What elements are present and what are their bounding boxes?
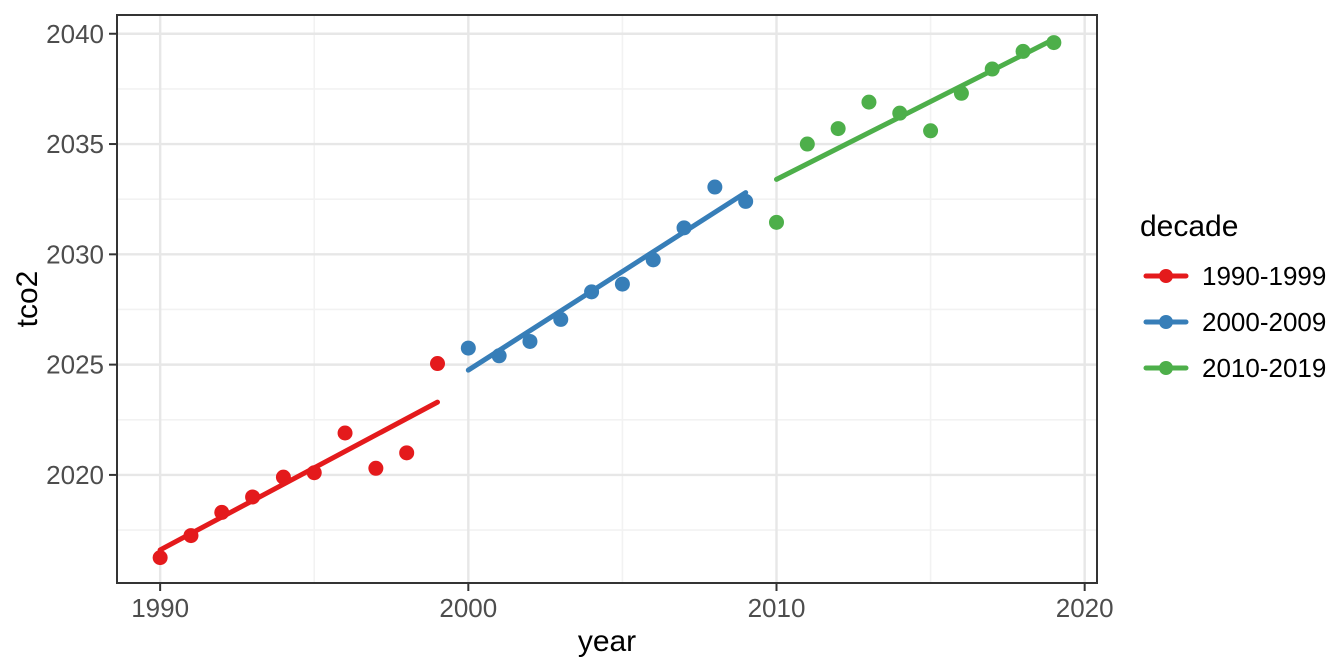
data-point-2000-2009 bbox=[460, 340, 476, 356]
data-point-1990-1999 bbox=[306, 465, 322, 481]
data-point-1990-1999 bbox=[245, 489, 261, 505]
data-point-1990-1999 bbox=[368, 460, 384, 476]
legend-title: decade bbox=[1140, 210, 1238, 243]
data-point-2000-2009 bbox=[584, 284, 600, 300]
trend-line-2000-2009 bbox=[465, 190, 749, 373]
data-point-1990-1999 bbox=[430, 356, 446, 372]
data-point-2000-2009 bbox=[614, 276, 630, 292]
x-tick-label: 1990 bbox=[131, 593, 189, 623]
data-point-2000-2009 bbox=[522, 333, 538, 349]
trend-line-2010-2019 bbox=[773, 36, 1057, 182]
y-tick-label: 2040 bbox=[46, 19, 104, 49]
legend-label: 2010-2019 bbox=[1202, 353, 1326, 383]
data-point-2010-2019 bbox=[799, 136, 815, 152]
data-point-2000-2009 bbox=[738, 193, 754, 209]
panel-border bbox=[116, 14, 1098, 584]
data-point-2010-2019 bbox=[861, 94, 877, 110]
data-point-2000-2009 bbox=[676, 220, 692, 236]
data-point-2010-2019 bbox=[984, 61, 1000, 77]
x-tick-label: 2020 bbox=[1056, 593, 1114, 623]
data-point-2000-2009 bbox=[707, 179, 723, 195]
data-point-2000-2009 bbox=[553, 311, 569, 327]
data-point-2000-2009 bbox=[645, 252, 661, 268]
y-tick-label: 2035 bbox=[46, 129, 104, 159]
y-axis-title: tco2 bbox=[11, 271, 44, 328]
x-axis-title: year bbox=[578, 625, 636, 658]
x-tick-label: 2010 bbox=[748, 593, 806, 623]
data-point-2010-2019 bbox=[1046, 35, 1062, 51]
data-point-1990-1999 bbox=[152, 550, 168, 566]
data-point-2010-2019 bbox=[830, 121, 846, 137]
y-tick-label: 2025 bbox=[46, 350, 104, 380]
legend-key-dot-2000-2009 bbox=[1159, 315, 1173, 329]
plot-panel bbox=[117, 15, 1097, 583]
data-point-2010-2019 bbox=[768, 214, 784, 230]
legend-key-dot-1990-1999 bbox=[1159, 269, 1173, 283]
y-tick-label: 2020 bbox=[46, 460, 104, 490]
data-point-1990-1999 bbox=[183, 528, 199, 544]
data-point-2010-2019 bbox=[923, 123, 939, 139]
data-point-2010-2019 bbox=[953, 85, 969, 101]
data-point-2010-2019 bbox=[1015, 43, 1031, 59]
data-point-1990-1999 bbox=[399, 445, 415, 461]
legend-label: 1990-1999 bbox=[1202, 261, 1326, 291]
legend-label: 2000-2009 bbox=[1202, 307, 1326, 337]
legend-key-dot-2010-2019 bbox=[1159, 361, 1173, 375]
data-point-1990-1999 bbox=[337, 425, 353, 441]
data-point-1990-1999 bbox=[275, 469, 291, 485]
trend-line-1990-1999 bbox=[157, 399, 441, 553]
x-tick-label: 2000 bbox=[439, 593, 497, 623]
data-point-1990-1999 bbox=[214, 504, 230, 520]
y-tick-label: 2030 bbox=[46, 239, 104, 269]
data-point-2000-2009 bbox=[491, 348, 507, 364]
data-point-2010-2019 bbox=[892, 105, 908, 121]
